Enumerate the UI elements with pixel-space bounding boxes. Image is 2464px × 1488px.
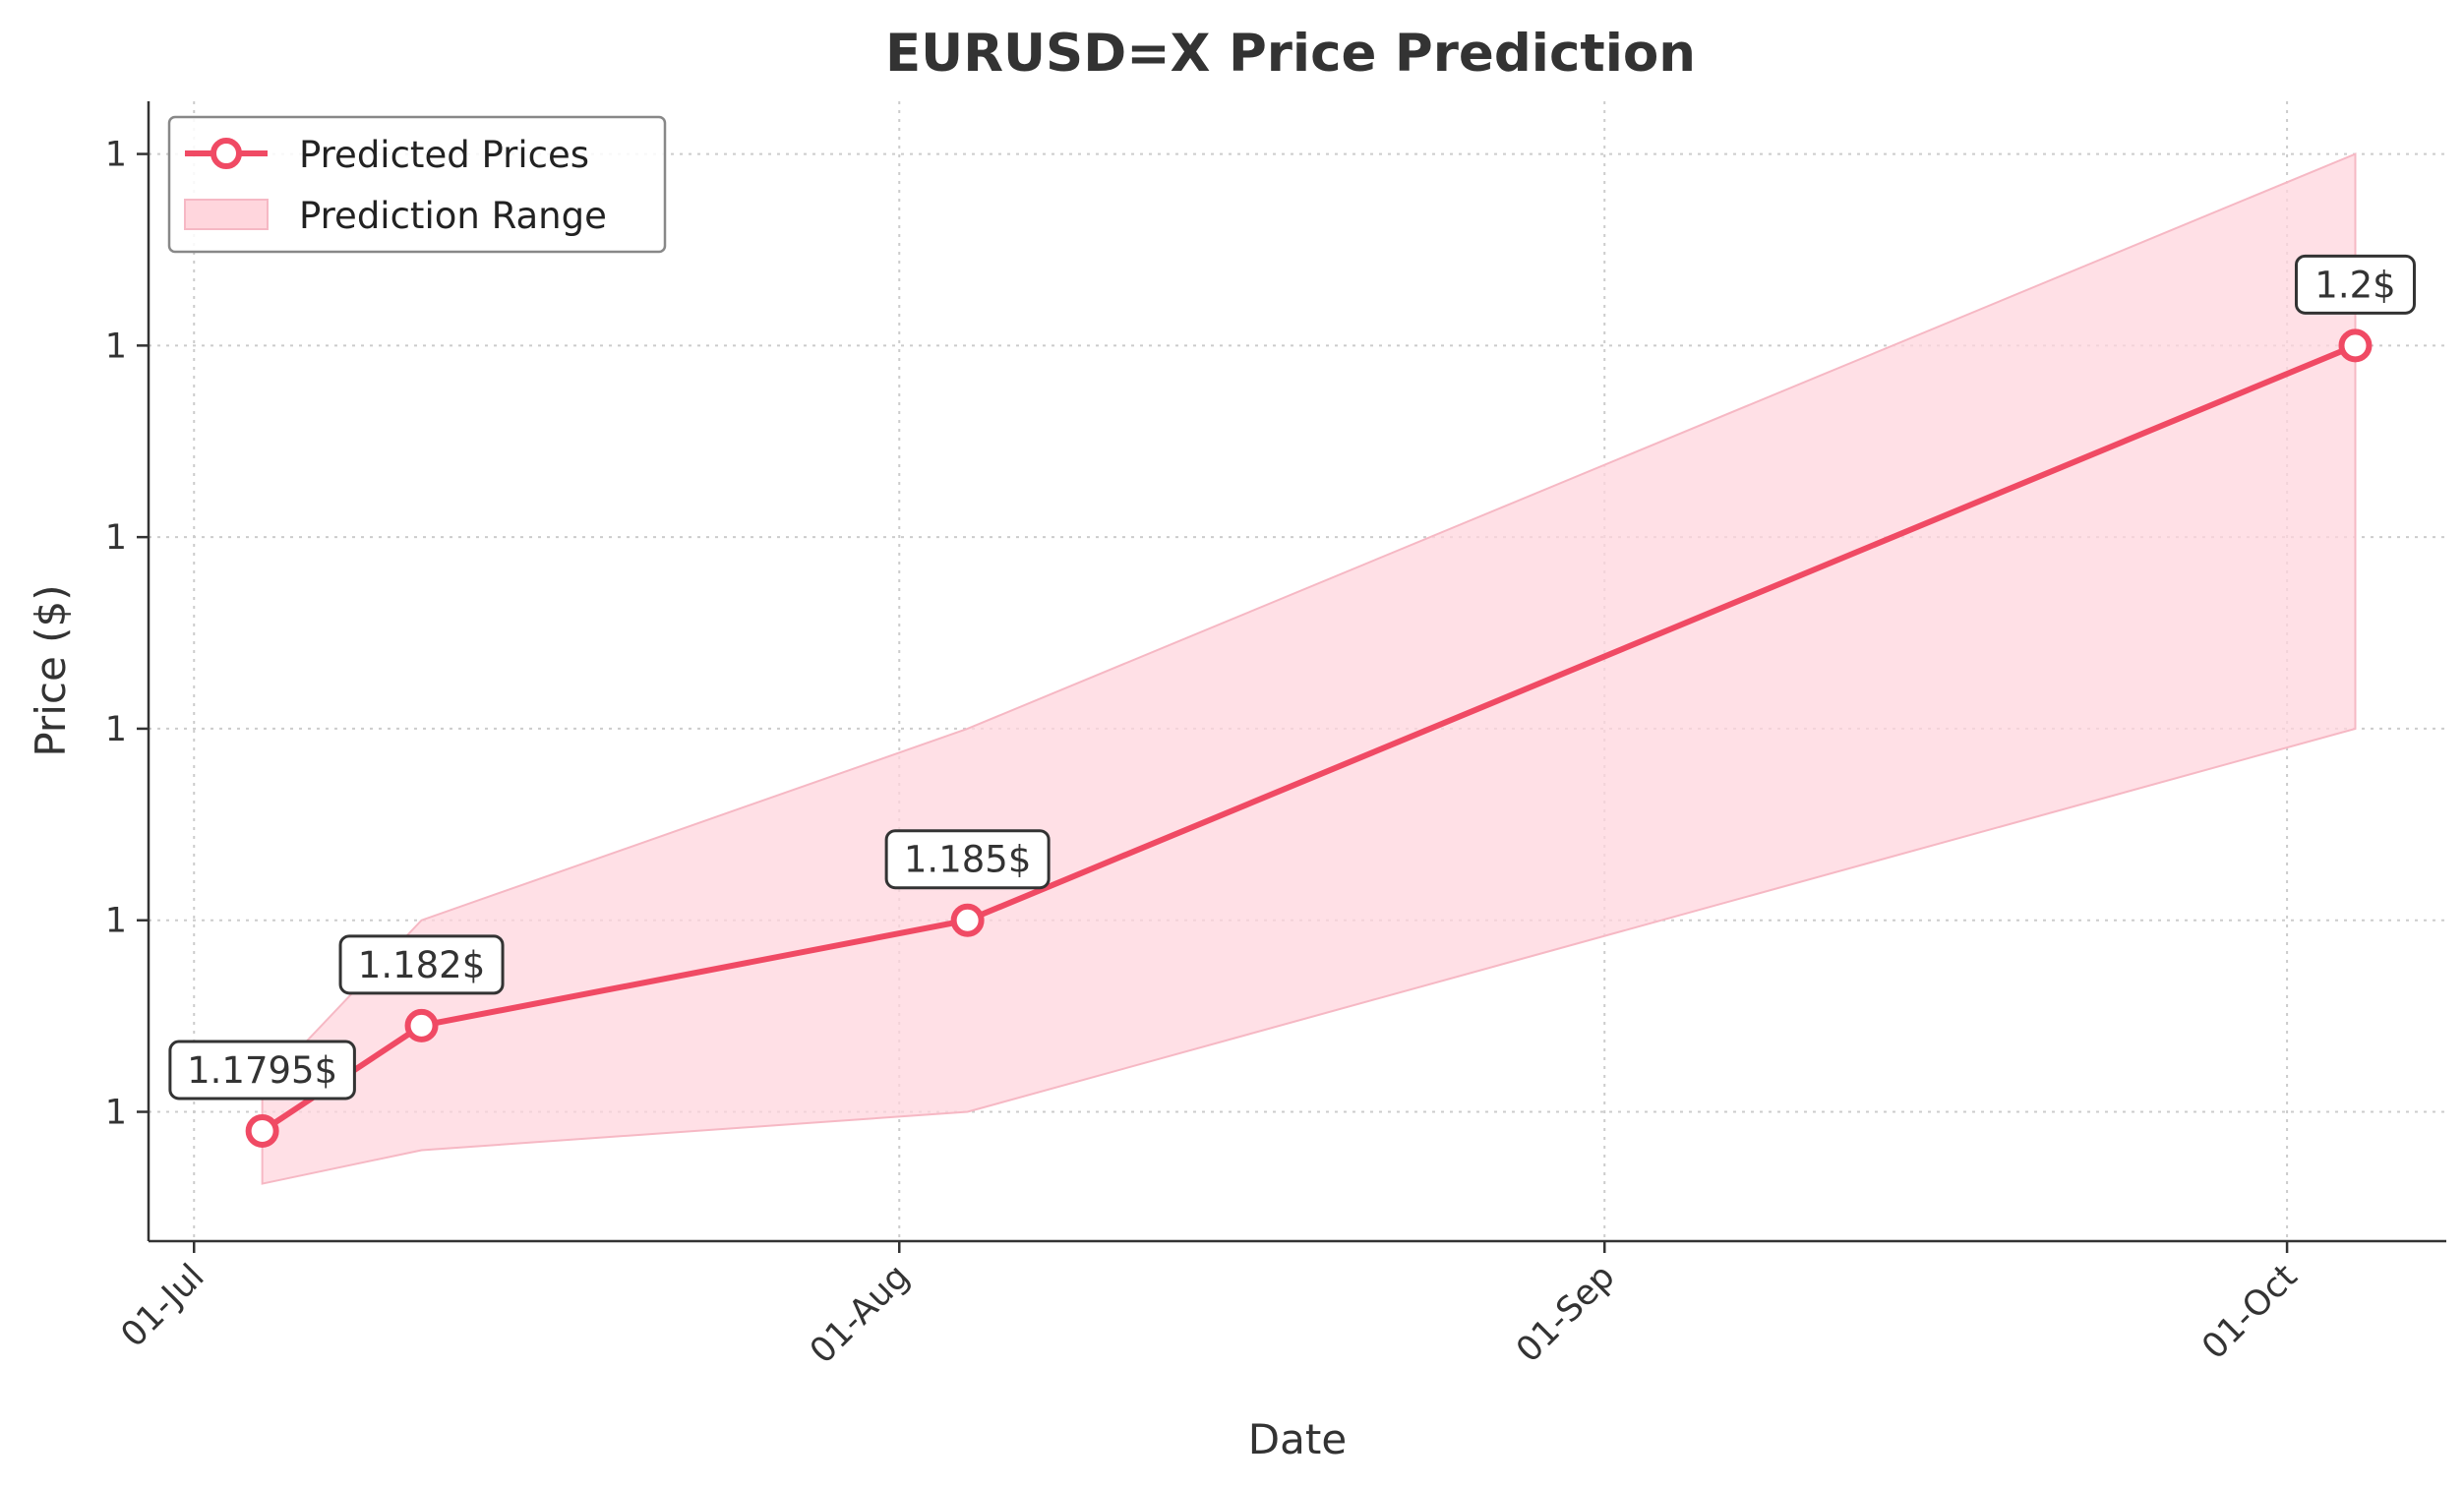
annotation-box [2294, 254, 2416, 315]
prediction-range-band [261, 152, 2357, 1185]
y-tick-label: 1 [105, 1094, 127, 1133]
price-annotation: 1.185$ [884, 829, 1051, 890]
price-annotation: 1.1795$ [168, 1040, 356, 1101]
legend-frame [167, 115, 667, 254]
legend: Predicted Prices Prediction Range [167, 115, 667, 254]
annotation-box [338, 934, 505, 995]
annotation-box [168, 1040, 356, 1101]
legend-marker-swatch [210, 138, 242, 169]
prediction-range-area [261, 152, 2357, 1185]
y-tick-label: 1 [105, 136, 127, 175]
price-annotation: 1.182$ [338, 934, 505, 995]
annotation-label: 1.182$ [358, 944, 485, 986]
annotation-label: 1.1795$ [187, 1049, 337, 1092]
predicted-price-marker [245, 1113, 279, 1148]
predicted-price-marker [2338, 328, 2373, 363]
price-annotation: 1.2$ [2294, 254, 2416, 315]
annotation-label: 1.185$ [904, 839, 1031, 881]
y-axis-label: Price ($) [27, 584, 75, 756]
axes [147, 101, 2446, 1243]
annotation-label: 1.2$ [2314, 264, 2395, 306]
legend-label-predicted-prices: Predicted Prices [299, 134, 589, 176]
y-tick-label: 1 [105, 902, 127, 941]
price-annotations: 1.1795$ 1.182$ 1.185$ 1.2$ [168, 254, 2416, 1101]
x-axis-label: Date [1248, 1415, 1347, 1463]
predicted-price-markers [245, 328, 2373, 1148]
predicted-price-marker [404, 1008, 439, 1042]
y-tick-label: 1 [105, 710, 127, 749]
annotation-box [884, 829, 1051, 890]
legend-band-swatch [184, 199, 269, 230]
chart-title: EURUSD=X Price Prediction [885, 24, 1696, 84]
legend-label-prediction-range: Prediction Range [299, 195, 607, 237]
y-tick-label: 1 [105, 518, 127, 558]
predicted-price-marker [950, 903, 985, 937]
y-tick-label: 1 [105, 327, 127, 366]
y-axis-ticks: 1 1 1 1 1 1 [105, 136, 149, 1133]
